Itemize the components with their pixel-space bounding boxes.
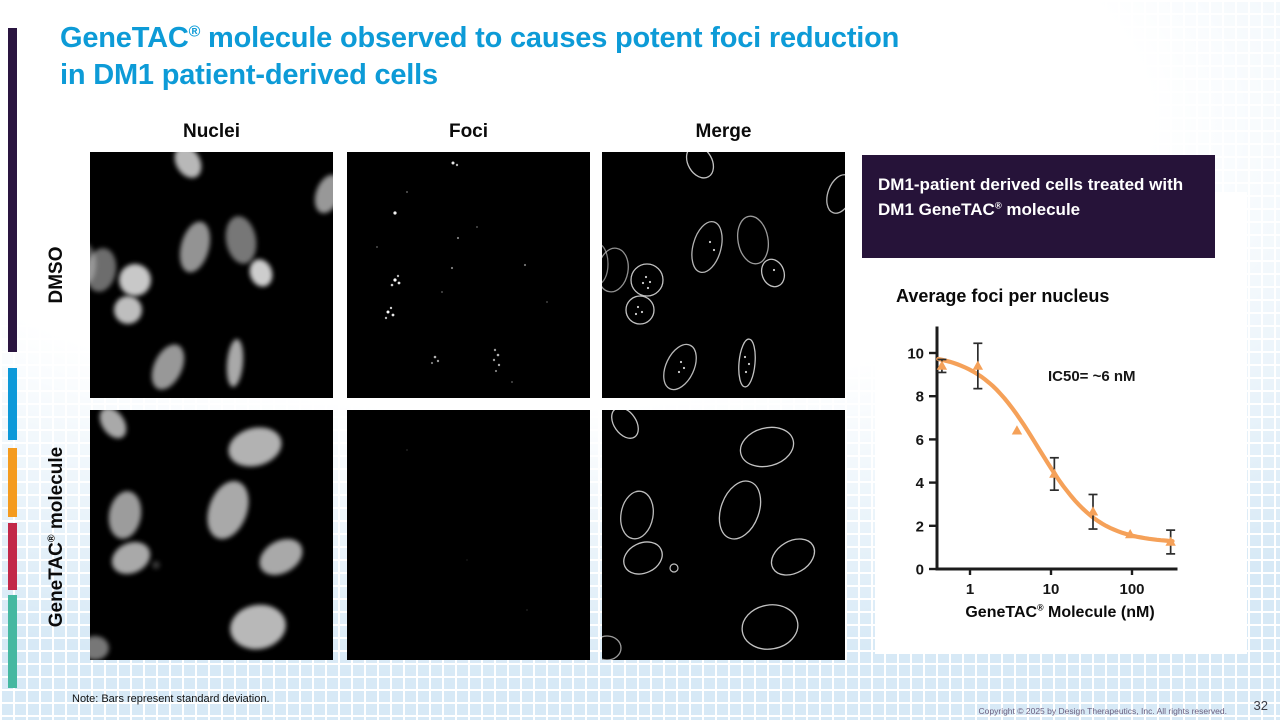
registered-mark: ® bbox=[994, 200, 1002, 211]
footnote: Note: Bars represent standard deviation. bbox=[72, 693, 270, 705]
svg-text:8: 8 bbox=[916, 389, 924, 406]
chart-title: Average foci per nucleus bbox=[896, 286, 1110, 306]
panel-dmso-foci bbox=[347, 152, 590, 398]
column-header-nuclei: Nuclei bbox=[182, 121, 241, 142]
svg-text:0: 0 bbox=[916, 562, 924, 579]
svg-text:1: 1 bbox=[966, 581, 974, 598]
title-line2: in DM1 patient-derived cells bbox=[60, 59, 438, 91]
svg-text:4: 4 bbox=[916, 475, 925, 492]
accent-bar-teal bbox=[8, 595, 17, 688]
panel-dmso-nuclei bbox=[90, 152, 333, 398]
registered-mark: ® bbox=[46, 534, 58, 543]
accent-bar-orange bbox=[8, 448, 17, 517]
row-label-dmso: DMSO bbox=[46, 246, 67, 304]
page-title: GeneTAC® molecule observed to causes pot… bbox=[60, 20, 1140, 94]
row-label-genetac-molecule: GeneTAC® molecule bbox=[46, 446, 67, 628]
copyright-text: Copyright © 2025 by Design Therapeutics,… bbox=[978, 706, 1227, 716]
accent-bar-blue bbox=[8, 368, 17, 440]
accent-bar-crimson bbox=[8, 523, 17, 590]
column-header-merge: Merge bbox=[695, 121, 752, 142]
svg-text:2: 2 bbox=[916, 518, 924, 535]
registered-mark: ® bbox=[1037, 602, 1044, 613]
svg-text:10: 10 bbox=[907, 346, 924, 363]
column-header-foci: Foci bbox=[448, 121, 489, 142]
svg-text:6: 6 bbox=[916, 432, 924, 449]
panel-genetac-foci bbox=[347, 410, 590, 660]
page-number: 32 bbox=[1253, 698, 1268, 713]
callout-box: DM1-patient derived cells treated with D… bbox=[862, 155, 1215, 258]
registered-mark: ® bbox=[188, 23, 201, 41]
chart-x-axis-label: GeneTAC® Molecule (nM) bbox=[965, 602, 1155, 621]
accent-bar-purple bbox=[8, 28, 17, 352]
title-line1-rest: molecule observed to causes potent foci … bbox=[200, 22, 900, 54]
panel-genetac-merge bbox=[602, 410, 845, 660]
ic50-annotation: IC50= ~6 nM bbox=[1048, 368, 1136, 385]
title-brand: GeneTAC bbox=[60, 22, 189, 54]
panel-dmso-merge bbox=[602, 152, 845, 398]
panel-genetac-nuclei bbox=[90, 410, 333, 660]
dose-response-chart: 0 2 4 6 8 10 1 10 100 bbox=[907, 326, 1178, 598]
svg-text:10: 10 bbox=[1043, 581, 1060, 598]
svg-text:100: 100 bbox=[1119, 581, 1144, 598]
